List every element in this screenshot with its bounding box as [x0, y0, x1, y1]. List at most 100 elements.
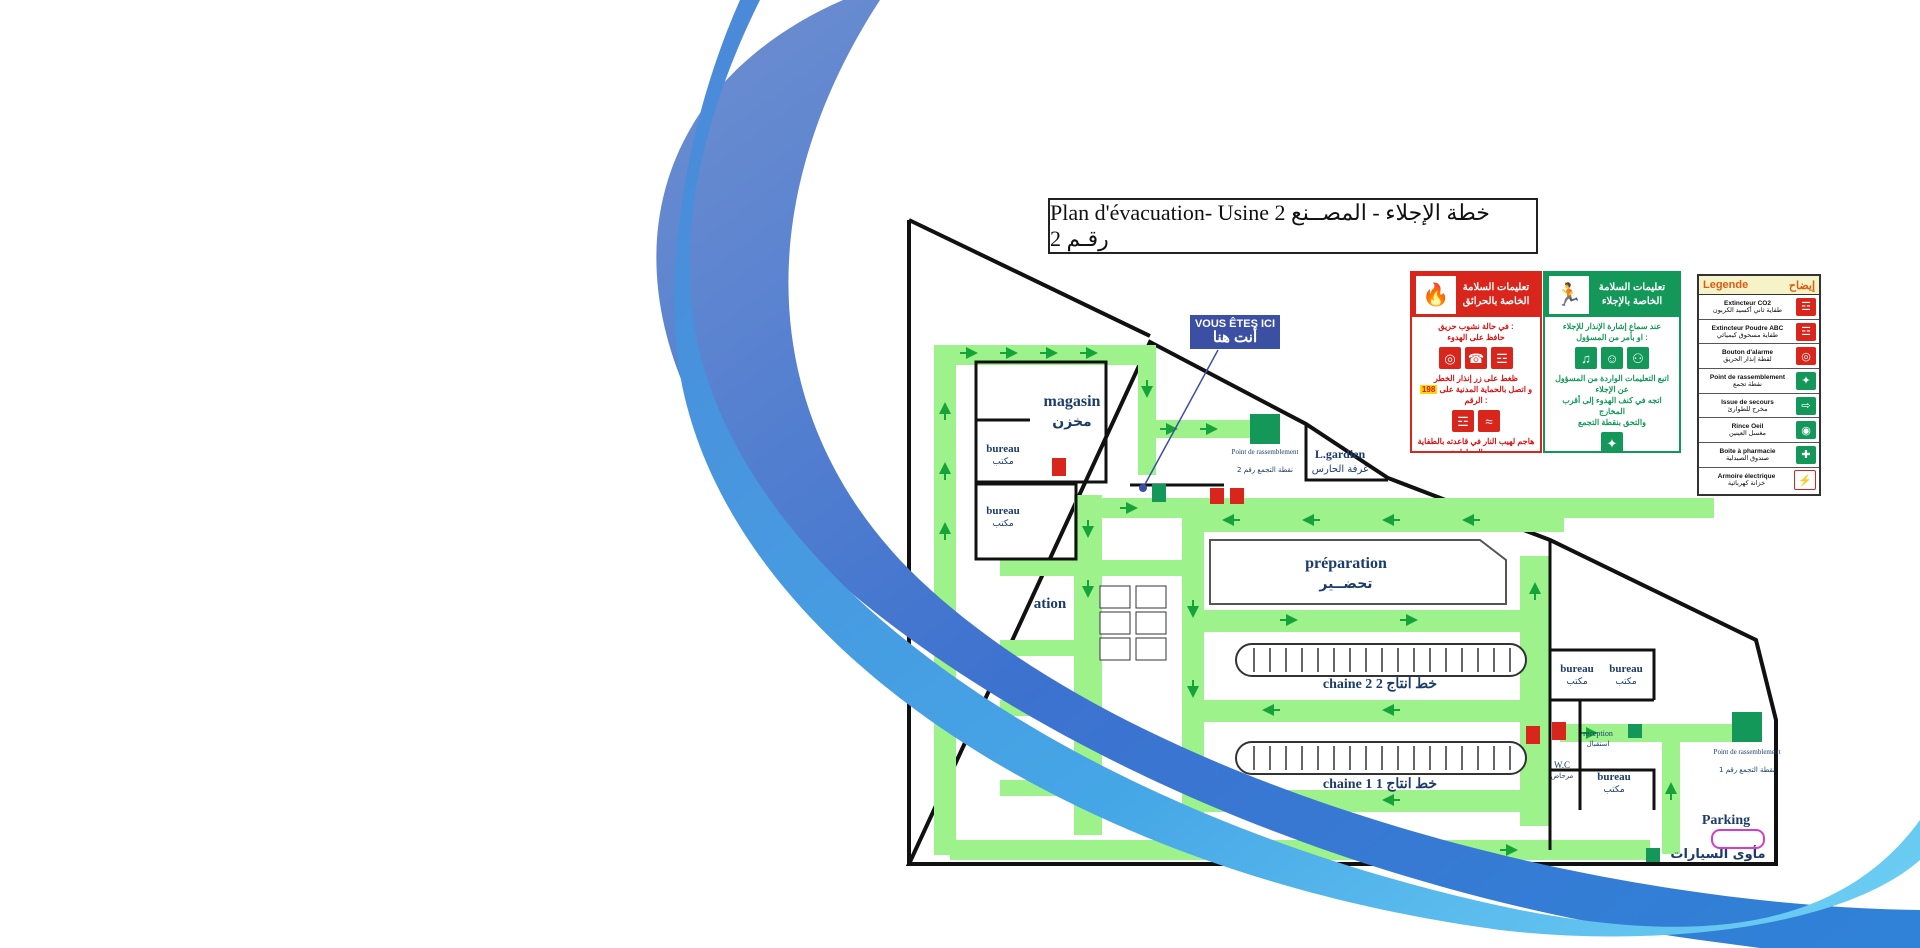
bureau-2-label: bureau: [986, 505, 1019, 517]
smoke-icon: ≈: [1478, 410, 1500, 432]
assembly-point-1-label: Point de rassemblement: [1714, 748, 1781, 756]
bureau-4-label: bureau: [1609, 663, 1642, 675]
bureau-2-label-ar: مكتب: [992, 519, 1014, 529]
legend-row-ar: مخرج للطوارئ: [1727, 405, 1768, 413]
fire-extinguisher-icon: ☲: [1796, 297, 1816, 316]
evac-line-1: عند سماع إشارة الإنذار للإجلاء: [1562, 322, 1662, 331]
legend-header: Legende إيضاح: [1699, 276, 1819, 295]
you-are-here-ar: أنت هنا: [1212, 329, 1258, 346]
gardien-label-ar: غرفة الحارس: [1312, 464, 1368, 475]
fire-extinguisher-icon: [1052, 458, 1066, 476]
legend-row-ar: طفاية مسحوق كيميائي: [1716, 331, 1779, 339]
building-outline: [905, 218, 1778, 866]
you-are-here-dot: [1139, 484, 1147, 492]
workstation-grid: [1099, 585, 1167, 661]
preparation-table: [1209, 539, 1507, 605]
production-line-1: chaine 1 خط انتاج 1: [1235, 741, 1527, 792]
evac-icon-row: ♫ ☺ ⚇: [1550, 347, 1674, 369]
legend-row-fr: Issue de secours: [1721, 398, 1774, 406]
alarm-button-icon: [1210, 488, 1224, 504]
assembly-point-icon: ✦: [1601, 432, 1623, 451]
production-line-2: chaine 2 خط انتاج 2: [1235, 643, 1527, 692]
magasin-label-fr: magasin: [1044, 393, 1101, 410]
legend-title-ar: إيضاح: [1788, 279, 1815, 292]
evac-icon-row-2: ✦: [1550, 432, 1674, 451]
phone-icon: ☎: [1465, 347, 1487, 369]
fire-extinguisher-icon: ☲: [1452, 410, 1474, 432]
alarm-button-icon: ◎: [1796, 347, 1816, 366]
chaine-1-label: chaine 1 خط انتاج 1: [1323, 777, 1437, 792]
electrical-cabinet-icon: ⚡: [1794, 470, 1816, 491]
partial-room-label: ation: [1034, 596, 1067, 612]
evac-line-2: او بأمر من المسؤول :: [1576, 333, 1648, 342]
legend-row-fr: Rince Oeil: [1731, 423, 1764, 431]
blue-swoosh-decoration: [656, 0, 1920, 948]
bureau-1-label: bureau: [986, 443, 1019, 455]
fire-extinguisher-icon: [1230, 488, 1244, 504]
person-icon: ☺: [1601, 347, 1623, 369]
assembly-point-1-icon: [1732, 712, 1762, 742]
assembly-point-icon: ✦: [1796, 371, 1816, 390]
preparation-label-fr: préparation: [1305, 555, 1387, 572]
fire-icon-row: ◎ ☎ ☲: [1417, 347, 1535, 369]
magasin-label-ar: مخزن: [1052, 414, 1091, 430]
bureau-3-label-ar: مكتب: [1566, 677, 1588, 687]
interior-walls: [974, 360, 1656, 850]
legend-row: Bouton d'alarme لقطة إنذار الحريق ◎: [1699, 344, 1819, 370]
emergency-exit-icon: ⇨: [1796, 396, 1816, 415]
emergency-exit-icon: [1646, 848, 1660, 862]
alarm-button-icon: ◎: [1439, 347, 1461, 369]
legend-row-fr: Extincteur CO2: [1724, 299, 1771, 307]
legend-row: Rince Oeil مغسل العينين ◉: [1699, 418, 1819, 444]
evac-line-3: اتبع التعليمات الواردة من المسؤول عن الإ…: [1555, 374, 1669, 394]
gardien-label-fr: L.gardien: [1315, 447, 1366, 461]
evac-line-5: والتحق بنقطة التجمع: [1578, 418, 1646, 427]
evac-panel-title: تعليمات السلامة الخاصة بالإجلاء: [1598, 282, 1666, 307]
legend-row: Issue de secours مخرج للطوارئ ⇨: [1699, 394, 1819, 419]
bureau-3-label: bureau: [1560, 663, 1593, 675]
preparation-label-ar: تحضــير: [1318, 576, 1372, 592]
parking-label-fr: Parking: [1702, 813, 1750, 828]
wc-label: W.C: [1554, 760, 1570, 770]
you-are-here-pointer: [1142, 349, 1219, 489]
legend-row: Extincteur CO2 طفاية ثاني أكسيد الكربون ☲: [1699, 295, 1819, 320]
you-are-here-fr: VOUS ÊTES ICI: [1194, 318, 1276, 330]
fire-icon-row-2: ☲ ≈: [1417, 410, 1535, 432]
assembly-point-2-label: Point de rassemblement: [1232, 448, 1299, 456]
fire-safety-panel: 🔥 تعليمات السلامة الخاصة بالحرائق في حال…: [1410, 271, 1542, 453]
bureau-5-label-ar: مكتب: [1603, 785, 1625, 795]
legend-row-ar: لقطة إنذار الحريق: [1723, 356, 1772, 364]
legend-row-fr: Extincteur Poudre ABC: [1711, 324, 1784, 332]
evac-line-4: اتجه في كنف الهدوء إلى أقرب المخارج: [1562, 396, 1662, 416]
evacuation-safety-panel: 🏃 تعليمات السلامة الخاصة بالإجلاء عند سم…: [1543, 271, 1681, 453]
legend-row-ar: خزانة كهربائية: [1727, 480, 1766, 488]
fire-panel-header: 🔥 تعليمات السلامة الخاصة بالحرائق: [1412, 273, 1540, 317]
emergency-exit-icon: [1152, 484, 1166, 502]
wc-label-ar: مرحاض: [1551, 772, 1574, 780]
legend-row-ar: مغسل العينين: [1729, 430, 1766, 438]
reception-label-ar: استقبال: [1587, 740, 1610, 748]
parking-label-ar: مأوى السيارات: [1670, 845, 1765, 862]
alarm-button-icon: [1552, 722, 1566, 740]
emergency-exit-icon: 🏃: [1549, 276, 1589, 314]
fire-panel-title: تعليمات السلامة الخاصة بالحرائق: [1462, 282, 1530, 307]
bureau-1-label-ar: مكتب: [992, 457, 1014, 467]
legend-row-fr: Point de rassemblement: [1709, 373, 1786, 381]
legend-title-fr: Legende: [1703, 279, 1749, 291]
legend-row: Extincteur Poudre ABC طفاية مسحوق كيميائي…: [1699, 320, 1819, 345]
eye-wash-icon: ◉: [1796, 421, 1816, 440]
legend-row: Point de rassemblement نقطة تجمع ✦: [1699, 369, 1819, 394]
fire-extinguisher-icon: ☲: [1491, 347, 1513, 369]
legend-row-fr: Armoire électrique: [1717, 473, 1776, 481]
fire-line-1: في حالة نشوب حريق :: [1438, 322, 1514, 331]
fire-line-5: هاجم لهيب النار في قاعدته بالطفاية دون ا…: [1417, 437, 1535, 453]
legend-row-fr: Boite à pharmacie: [1719, 447, 1776, 455]
flame-icon: 🔥: [1416, 276, 1456, 314]
chaine-2-label: chaine 2 خط انتاج 2: [1323, 677, 1437, 692]
you-are-here-marker: VOUS ÊTES ICI أنت هنا: [1190, 315, 1280, 349]
fire-extinguisher-icon: ☲: [1796, 322, 1816, 341]
fire-line-4-row: 198 و اتصل بالحماية المدنية على الرقم :: [1417, 384, 1535, 406]
group-walking-icon: ⚇: [1627, 347, 1649, 369]
legend-row-ar: طفاية ثاني أكسيد الكربون: [1712, 306, 1783, 314]
